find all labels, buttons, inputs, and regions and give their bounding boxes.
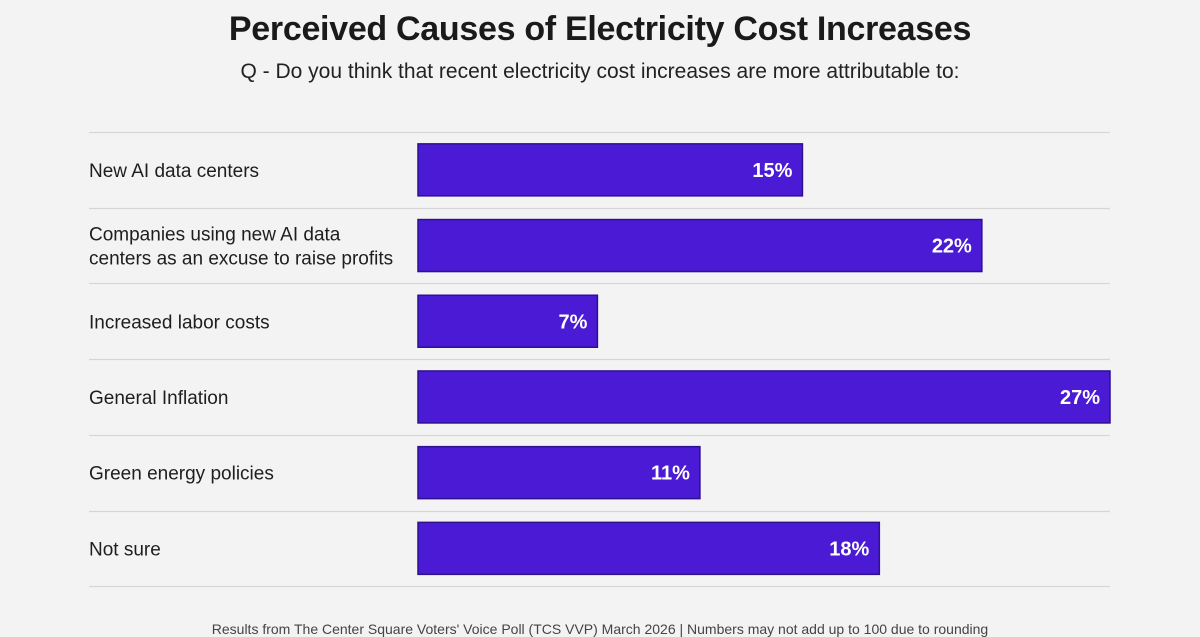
bar <box>417 445 701 500</box>
category-label: Green energy policies <box>89 464 274 485</box>
chart-footer-note: Results from The Center Square Voters' V… <box>211 621 989 637</box>
category-label-line: Green energy policies <box>89 464 274 485</box>
category-label-line: General Inflation <box>89 388 228 409</box>
category-label-line: Companies using new AI data <box>89 225 341 246</box>
category-label: Not sure <box>89 539 161 560</box>
category-label: Increased labor costs <box>89 312 270 333</box>
bar-value-label: 22% <box>932 236 972 258</box>
chart-subtitle: Q - Do you think that recent electricity… <box>240 60 960 83</box>
category-label: New AI data centers <box>89 161 259 182</box>
category-label: General Inflation <box>89 388 228 409</box>
category-label-line: Increased labor costs <box>89 312 270 333</box>
bar <box>417 370 1111 424</box>
bar-value-label: 15% <box>752 160 792 182</box>
bar-value-label: 7% <box>559 311 588 333</box>
bar-value-label: 11% <box>651 463 690 485</box>
bar <box>417 521 881 576</box>
category-label-line: Not sure <box>89 539 161 560</box>
chart-title: Perceived Causes of Electricity Cost Inc… <box>228 10 972 48</box>
category-label-line: New AI data centers <box>89 161 259 182</box>
bar <box>417 143 804 197</box>
bar-value-label: 27% <box>1060 387 1100 409</box>
category-label-line: centers as an excuse to raise profits <box>89 249 393 270</box>
bar-value-label: 18% <box>829 538 869 560</box>
bar <box>417 294 599 348</box>
category-label: Companies using new AI data centers as an… <box>89 225 393 270</box>
bar <box>417 218 983 273</box>
